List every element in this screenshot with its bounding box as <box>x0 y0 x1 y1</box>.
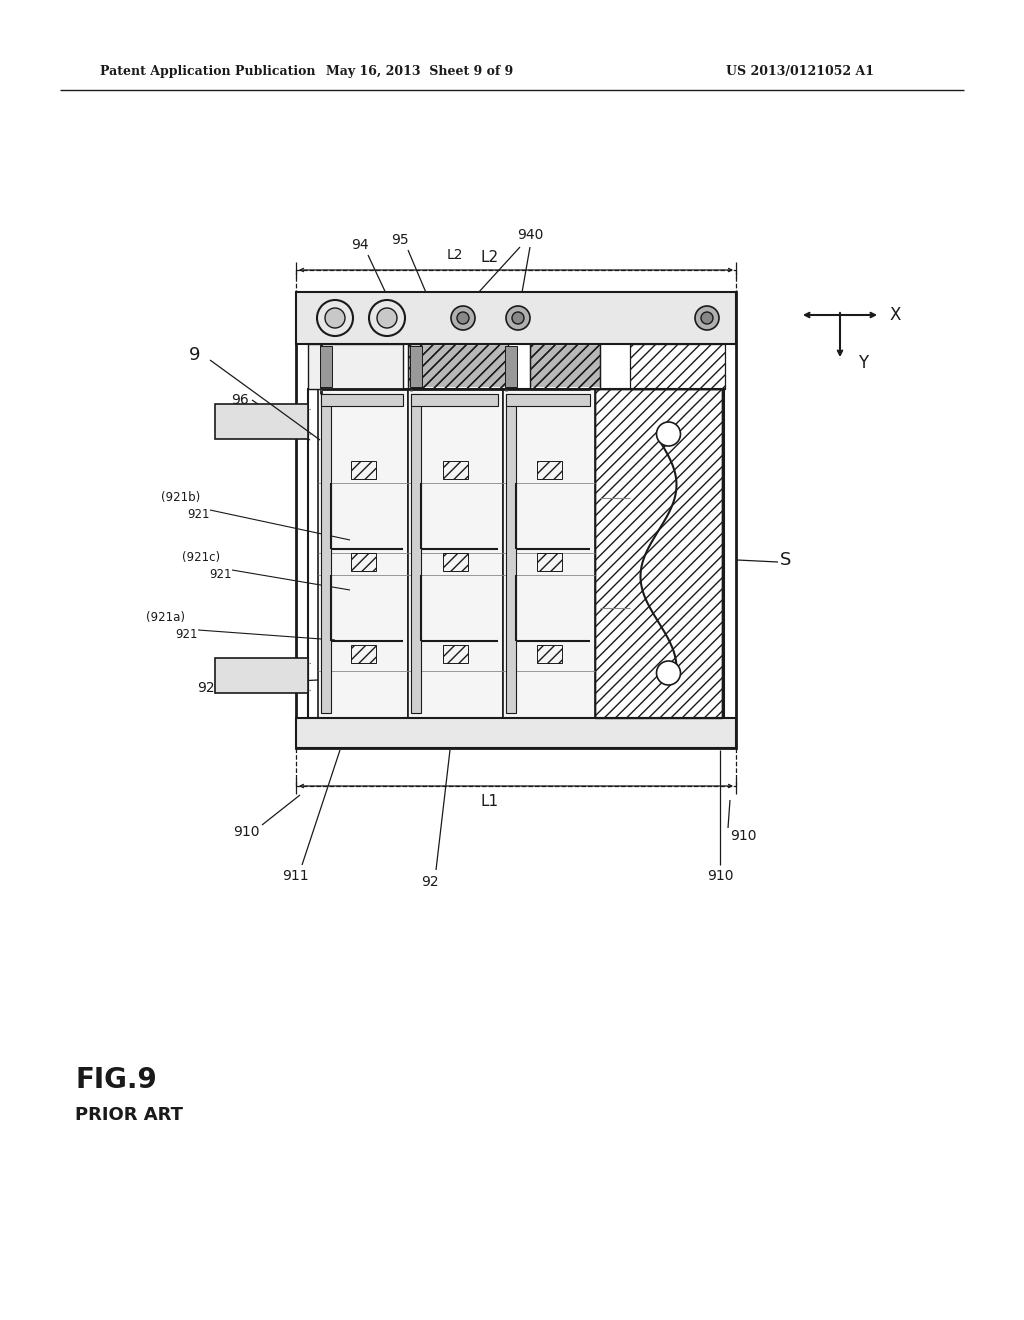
Text: L1: L1 <box>481 795 499 809</box>
Circle shape <box>656 422 681 446</box>
Circle shape <box>317 300 353 337</box>
Bar <box>595 389 722 718</box>
Circle shape <box>325 308 345 327</box>
Bar <box>351 645 376 663</box>
Text: 911: 911 <box>282 869 308 883</box>
Bar <box>351 461 376 479</box>
Text: (921c): (921c) <box>182 552 220 565</box>
Text: 940: 940 <box>517 228 543 242</box>
Text: 92: 92 <box>421 875 439 888</box>
Text: 9: 9 <box>189 346 201 364</box>
Text: 910: 910 <box>707 869 733 883</box>
Bar <box>408 389 503 718</box>
Bar <box>321 393 331 713</box>
Bar <box>308 345 403 389</box>
Bar <box>296 292 736 345</box>
Text: 921: 921 <box>187 507 210 520</box>
Bar <box>530 346 600 387</box>
Bar <box>630 345 725 389</box>
Bar <box>506 393 590 407</box>
Bar <box>351 553 376 572</box>
Text: 92: 92 <box>198 681 215 696</box>
Text: US 2013/0121052 A1: US 2013/0121052 A1 <box>726 66 874 78</box>
Text: May 16, 2013  Sheet 9 of 9: May 16, 2013 Sheet 9 of 9 <box>327 66 514 78</box>
Text: S: S <box>780 550 792 569</box>
Bar <box>537 461 562 479</box>
Bar <box>506 393 516 713</box>
Text: Patent Application Publication: Patent Application Publication <box>100 66 315 78</box>
Text: 94: 94 <box>351 238 369 252</box>
Bar <box>321 393 403 407</box>
Text: X: X <box>889 306 901 323</box>
Bar <box>443 553 468 572</box>
Text: 910: 910 <box>233 825 260 840</box>
Bar <box>296 718 736 748</box>
Text: 910: 910 <box>730 829 757 843</box>
Circle shape <box>451 306 475 330</box>
Bar <box>308 389 724 718</box>
Text: Y: Y <box>858 354 868 372</box>
Text: L2: L2 <box>481 251 499 265</box>
Bar <box>215 657 308 693</box>
Circle shape <box>695 306 719 330</box>
Bar <box>530 345 600 389</box>
Bar <box>503 389 595 718</box>
Bar <box>595 389 722 718</box>
Bar <box>411 393 421 713</box>
Text: (921b): (921b) <box>161 491 200 504</box>
Bar <box>537 553 562 572</box>
Bar <box>215 404 308 440</box>
Bar <box>319 346 332 387</box>
Text: FIG.9: FIG.9 <box>75 1067 157 1094</box>
Bar <box>411 393 498 407</box>
Bar <box>530 345 600 389</box>
Bar <box>408 346 508 387</box>
Text: PRIOR ART: PRIOR ART <box>75 1106 183 1125</box>
Circle shape <box>656 661 681 685</box>
Circle shape <box>701 312 713 323</box>
Bar <box>505 346 517 387</box>
Bar <box>443 461 468 479</box>
Bar <box>318 389 408 718</box>
Bar <box>296 292 736 748</box>
Text: (921a): (921a) <box>146 611 185 624</box>
Text: 921: 921 <box>175 627 198 640</box>
Circle shape <box>369 300 406 337</box>
Text: 96: 96 <box>231 393 249 407</box>
Circle shape <box>377 308 397 327</box>
Circle shape <box>457 312 469 323</box>
Text: 921: 921 <box>210 568 232 581</box>
Bar <box>408 345 508 389</box>
Bar <box>408 345 508 389</box>
Bar <box>410 346 422 387</box>
Circle shape <box>506 306 530 330</box>
Text: 95: 95 <box>391 234 409 247</box>
Circle shape <box>512 312 524 323</box>
Bar <box>443 645 468 663</box>
Bar <box>537 645 562 663</box>
Text: L2: L2 <box>446 248 463 261</box>
